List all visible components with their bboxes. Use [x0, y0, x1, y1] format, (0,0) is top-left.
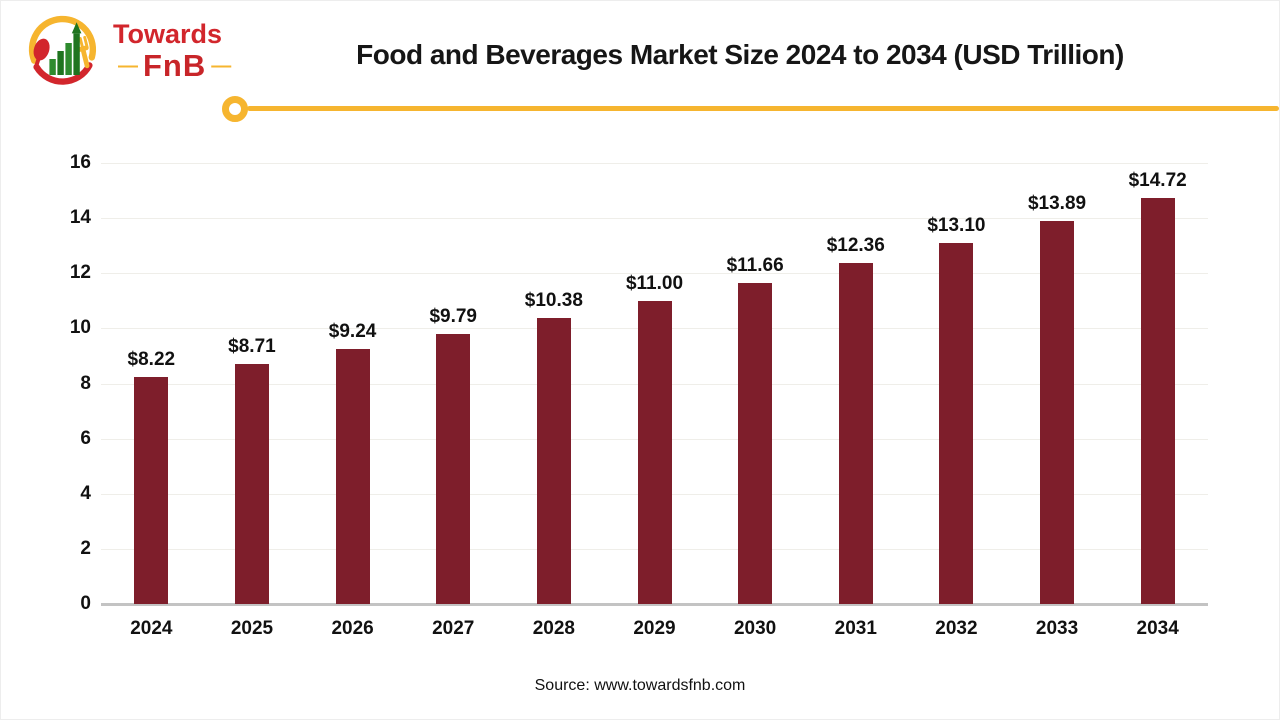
bar — [1140, 198, 1175, 604]
bar-value-label: $11.00 — [625, 272, 684, 294]
bar-value-label: $8.22 — [127, 349, 176, 371]
bar-value-label: $11.66 — [726, 254, 784, 276]
logo-dash-left: — — [118, 54, 138, 77]
bar — [939, 242, 974, 604]
brand-name-line2: FnB — [143, 48, 207, 83]
y-tick-label: 8 — [80, 372, 91, 394]
y-tick-label: 6 — [80, 427, 91, 449]
bar — [838, 263, 873, 604]
brand-logo: Towards — FnB — — [23, 11, 236, 91]
bar — [234, 363, 269, 604]
bar — [738, 282, 773, 604]
bar-value-label: $10.38 — [524, 289, 583, 311]
bar — [335, 349, 370, 604]
y-tick-label: 12 — [69, 262, 91, 284]
x-tick-label: 2029 — [633, 618, 676, 639]
y-tick-label: 16 — [69, 152, 91, 173]
x-tick-label: 2027 — [432, 618, 475, 639]
gridline — [101, 163, 1208, 164]
chart-title: Food and Beverages Market Size 2024 to 2… — [356, 39, 1124, 70]
y-tick-label: 10 — [69, 317, 91, 339]
brand-name-line1: Towards — [113, 19, 223, 49]
bar-value-label: $9.79 — [429, 306, 477, 328]
x-tick-label: 2025 — [230, 618, 274, 639]
y-tick-label: 2 — [80, 537, 91, 559]
y-tick-label: 14 — [69, 207, 91, 229]
bar-value-label: $13.10 — [927, 214, 986, 236]
bar-value-label: $13.89 — [1027, 193, 1087, 215]
bar — [1040, 221, 1075, 604]
gridline — [101, 218, 1208, 220]
x-tick-label: 2031 — [834, 618, 877, 639]
x-tick-label: 2028 — [532, 618, 575, 639]
logo-dash-right: — — [211, 54, 232, 77]
bar — [134, 377, 169, 604]
bar-value-label: $8.71 — [228, 335, 276, 357]
y-tick-label: 0 — [80, 593, 91, 614]
towardsfnb-logo-icon — [28, 15, 97, 85]
brand-name: Towards — FnB — — [113, 19, 236, 83]
bar-value-label: $14.72 — [1128, 170, 1187, 192]
plot-area: 0 2 4 6 8 10 12 14 16 $8.22 2024 $8.71 2025 $9.24 2026… — [70, 152, 1208, 639]
bar — [637, 300, 672, 604]
bar — [536, 317, 571, 604]
x-tick-label: 2030 — [733, 618, 777, 639]
x-tick-label: 2026 — [331, 618, 374, 639]
x-tick-label: 2024 — [130, 618, 173, 639]
accent-divider-ring-icon — [222, 96, 248, 122]
y-tick-label: 4 — [80, 482, 91, 504]
bar — [436, 334, 471, 604]
bar-value-label: $9.24 — [328, 321, 377, 343]
x-tick-label: 2033 — [1035, 618, 1079, 639]
x-tick-label: 2034 — [1136, 618, 1179, 639]
x-axis-line — [101, 603, 1208, 606]
bar-value-label: $12.36 — [826, 235, 885, 257]
gridline — [101, 273, 1208, 275]
source-attribution: Source: www.towardsfnb.com — [534, 677, 746, 694]
x-tick-label: 2032 — [935, 618, 978, 639]
accent-divider-line — [247, 106, 1279, 111]
